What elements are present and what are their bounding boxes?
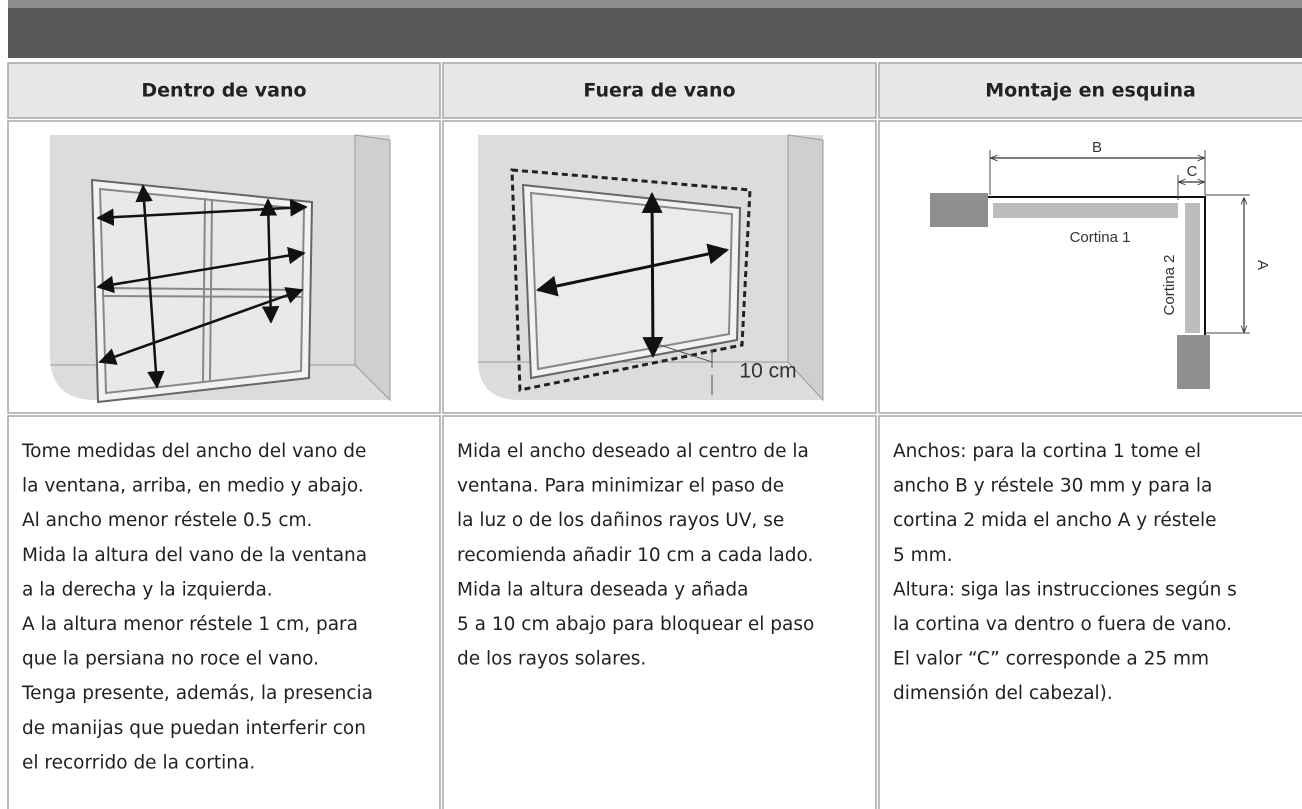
text-line: de los rayos solares. [457,649,646,670]
column-heading: Dentro de vano [141,80,306,102]
text-line: Mida la altura del vano de la ventana [22,545,367,566]
diagram-label: A [1254,260,1271,270]
column-heading: Montaje en esquina [985,80,1196,102]
text-line: 5 a 10 cm abajo para bloquear el paso [457,614,814,635]
inside-mount-illustration [50,134,391,404]
text-line: que la persiana no roce el vano. [22,649,319,670]
text-line: Anchos: para la cortina 1 tome el [893,441,1201,462]
text-line: ancho B y réstele 30 mm y para la [893,476,1212,497]
text-line: la ventana, arriba, en medio y abajo. [22,476,364,497]
text-line: ventana. Para minimizar el paso de [457,476,784,497]
text-line: la luz o de los dañinos rayos UV, se [457,510,784,531]
text-line: 5 mm. [893,545,953,566]
text-line: la cortina va dentro o fuera de vano. [893,614,1232,635]
text-line: Mida el ancho deseado al centro de la [457,441,809,462]
column-heading: Fuera de vano [583,80,735,102]
text-line: Tome medidas del ancho del vano de [21,441,366,462]
text-line: Mida la altura deseada y añada [457,579,748,600]
text-line: a la derecha y la izquierda. [22,579,273,600]
text-line: Altura: siga las instrucciones según s [893,579,1237,600]
top-strip [8,0,1302,8]
text-line: A la altura menor réstele 1 cm, para [22,614,358,635]
table-grid [7,62,1302,809]
text-line: Tenga presente, además, la presencia [21,683,373,704]
text-line: el recorrido de la cortina. [22,752,255,773]
diagram-label: Cortina 2 [1161,255,1178,316]
text-line: recomienda añadir 10 cm a cada lado. [457,545,813,566]
diagram-label: Cortina 1 [1070,229,1131,246]
diagram-label: C [1187,163,1198,180]
outside-mount-illustration [478,134,824,402]
diagram-label: 10 cm [739,360,796,383]
text-line: de manijas que puedan interferir con [22,718,366,739]
text-line: cortina 2 mida el ancho A y réstele [893,510,1217,531]
text-line: Al ancho menor réstele 0.5 cm. [22,510,312,531]
text-line: dimensión del cabezal). [893,683,1113,704]
top-bar [8,8,1302,58]
text-line: El valor “C” corresponde a 25 mm [893,649,1209,670]
diagram-label: B [1092,139,1102,156]
corner-mount-illustration [930,150,1250,389]
